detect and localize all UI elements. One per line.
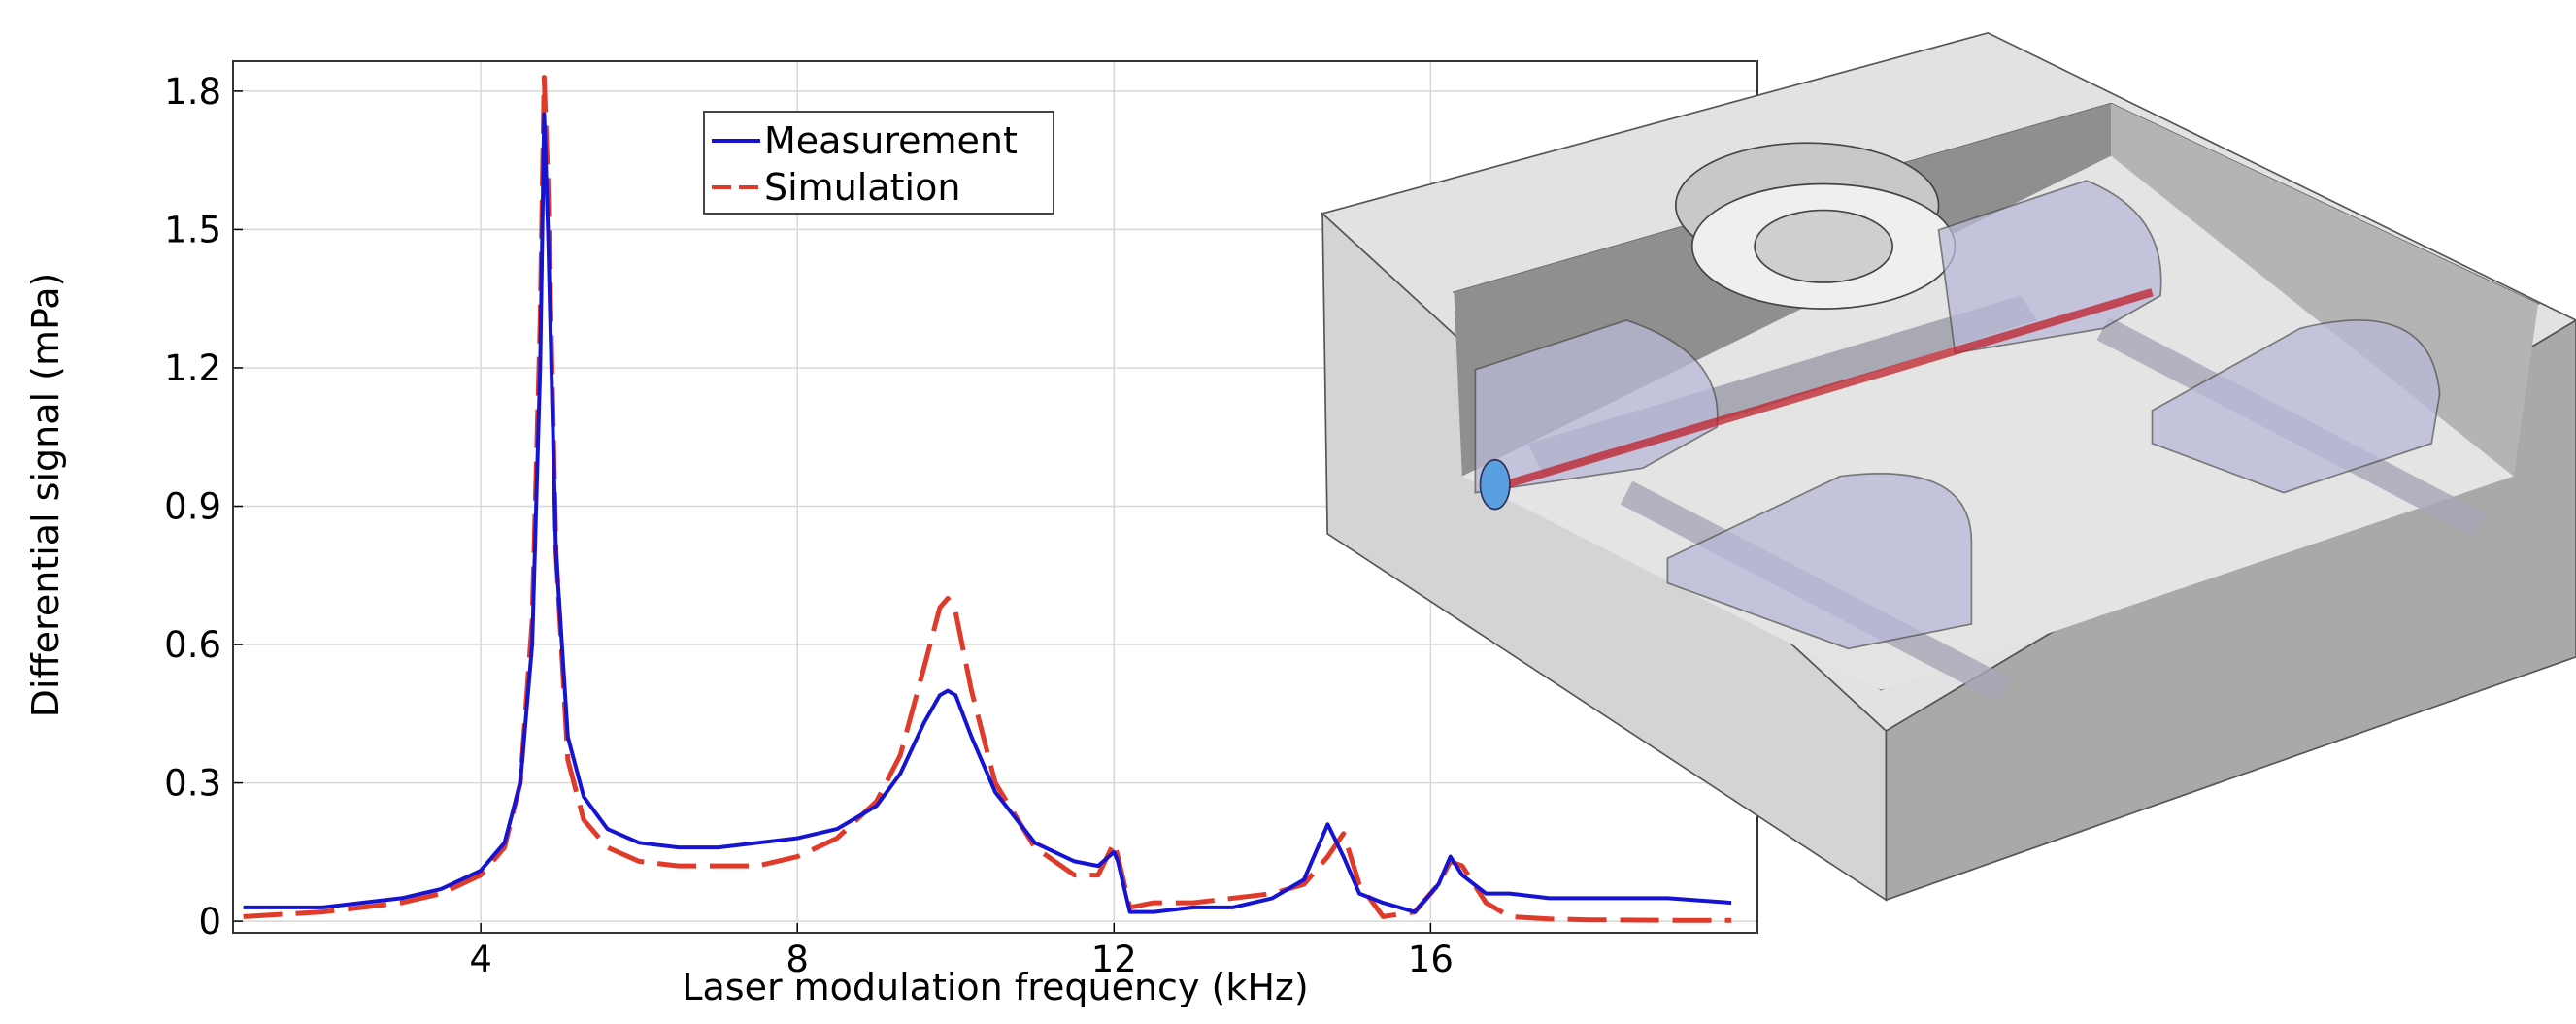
x-tick-label: 4 — [469, 939, 492, 980]
x-axis-label: Laser modulation frequency (kHz) — [682, 966, 1308, 1008]
y-tick-label: 1.8 — [164, 71, 221, 113]
y-tick-label: 1.5 — [164, 209, 221, 250]
laser-window — [1480, 460, 1509, 510]
legend-label: Simulation — [764, 166, 960, 209]
legend-label: Measurement — [764, 119, 1018, 162]
y-tick-label: 0 — [198, 901, 221, 942]
y-tick-label: 0.3 — [164, 763, 221, 805]
y-tick-label: 0.6 — [164, 624, 221, 666]
y-tick-label: 1.2 — [164, 347, 221, 389]
x-tick-label: 16 — [1408, 939, 1454, 980]
ring-hole — [1755, 211, 1892, 282]
figure: 00.30.60.91.21.51.8481216MeasurementSimu… — [0, 0, 2576, 1024]
y-tick-label: 0.9 — [164, 486, 221, 528]
y-axis-label: Differential signal (mPa) — [24, 273, 67, 718]
